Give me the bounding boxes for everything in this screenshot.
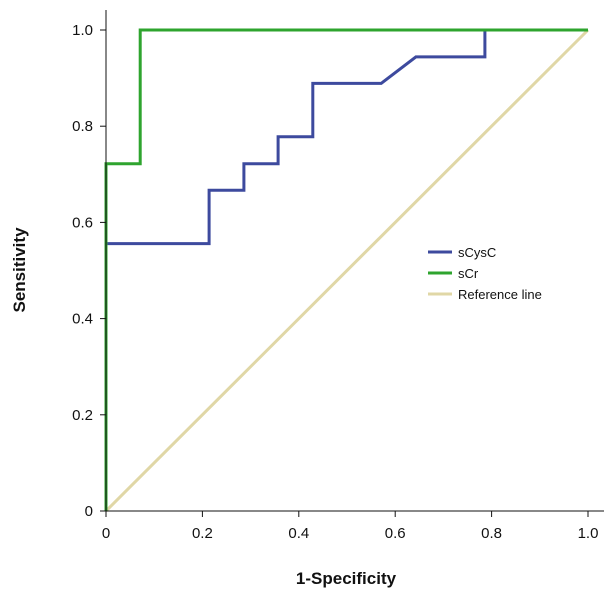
x-tick-label: 0.6 xyxy=(385,525,406,542)
legend-label-reference-line: Reference line xyxy=(458,287,542,302)
x-tick-label: 1.0 xyxy=(578,525,599,542)
legend-label-scysc: sCysC xyxy=(458,245,496,260)
axes-layer xyxy=(105,10,604,512)
y-tick-label: 0.6 xyxy=(72,214,93,231)
x-tick-label: 0.4 xyxy=(288,525,309,542)
x-tick-label: 0 xyxy=(102,525,110,542)
y-tick-label: 0.4 xyxy=(72,311,93,328)
x-axis-title: 1-Specificity xyxy=(296,569,397,588)
y-tick-label: 0.2 xyxy=(72,407,93,424)
ticks-layer: 0 0.2 0.4 0.6 0.8 1.0 0 0.2 0.4 0.6 0.8 1.0 xyxy=(72,22,598,542)
y-tick-label: 0.8 xyxy=(72,118,93,135)
series-line-reference-line xyxy=(104,28,590,513)
y-axis-title: Sensitivity xyxy=(10,227,29,313)
series-line-scysc xyxy=(104,28,588,511)
legend: sCysC sCr Reference line xyxy=(428,245,542,302)
y-tick-label: 0 xyxy=(85,503,93,520)
x-tick-label: 0.8 xyxy=(481,525,502,542)
x-tick-label: 0.2 xyxy=(192,525,213,542)
legend-label-scr: sCr xyxy=(458,266,479,281)
y-tick-label: 1.0 xyxy=(72,22,93,39)
series-layer xyxy=(104,28,590,513)
